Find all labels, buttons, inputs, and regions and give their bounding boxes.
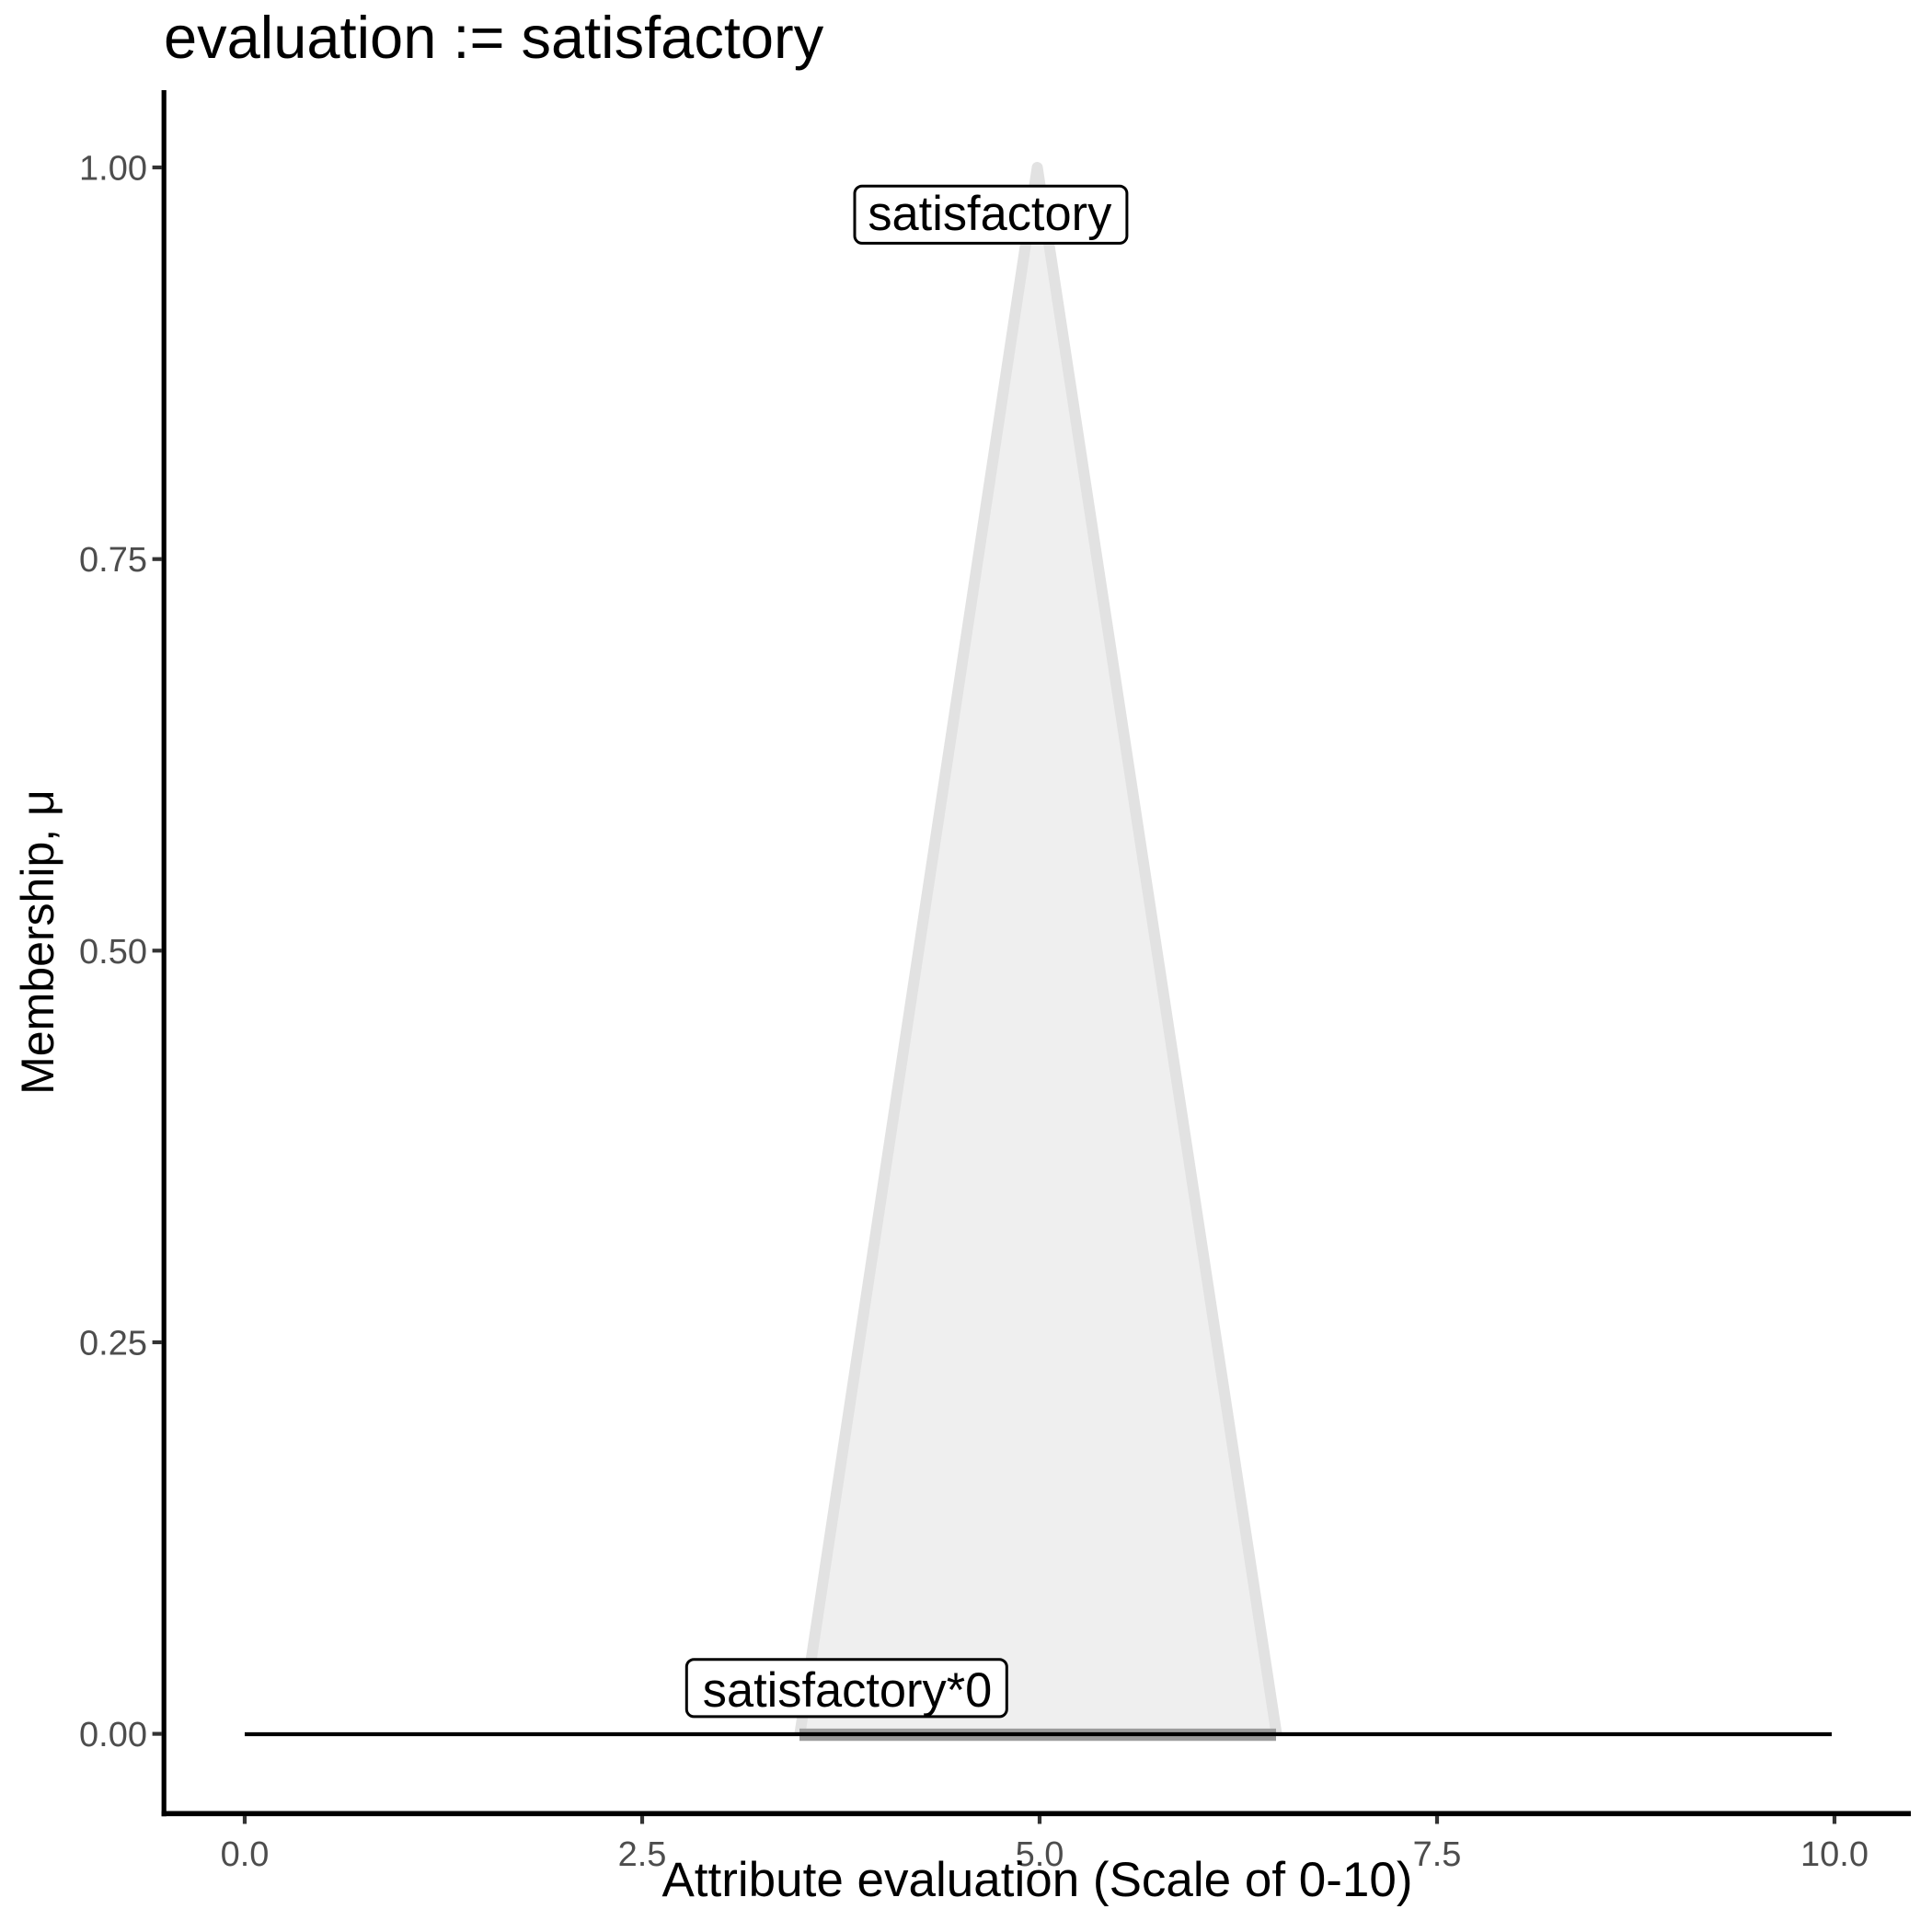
svg-text:0.75: 0.75 bbox=[79, 541, 147, 580]
svg-text:evaluation := satisfactory: evaluation := satisfactory bbox=[164, 4, 824, 71]
svg-text:Attribute evaluation (Scale of: Attribute evaluation (Scale of 0-10) bbox=[661, 1853, 1412, 1907]
svg-text:7.5: 7.5 bbox=[1413, 1835, 1462, 1874]
svg-text:5.0: 5.0 bbox=[1016, 1835, 1064, 1874]
svg-text:satisfactory*0: satisfactory*0 bbox=[703, 1664, 992, 1718]
svg-text:1.00: 1.00 bbox=[79, 150, 147, 189]
svg-text:0.0: 0.0 bbox=[221, 1835, 270, 1874]
svg-text:0.25: 0.25 bbox=[79, 1325, 147, 1363]
svg-text:10.0: 10.0 bbox=[1800, 1835, 1869, 1874]
svg-text:0.50: 0.50 bbox=[79, 933, 147, 972]
svg-text:satisfactory: satisfactory bbox=[868, 188, 1112, 241]
svg-text:Membership, μ: Membership, μ bbox=[12, 789, 63, 1095]
svg-text:0.00: 0.00 bbox=[79, 1716, 147, 1754]
svg-text:2.5: 2.5 bbox=[618, 1835, 667, 1874]
